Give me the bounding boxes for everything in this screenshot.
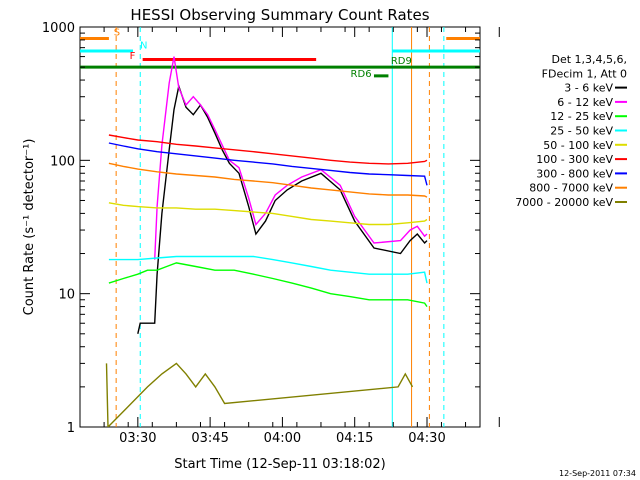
legend-label: 7000 - 20000 keV (515, 196, 613, 209)
series-line (108, 262, 428, 307)
series-line (154, 56, 428, 260)
attenuator-flags: S NF RD9 RD6 (80, 27, 480, 427)
flag-label: S (114, 28, 120, 39)
series-group (105, 56, 428, 427)
y-tick-label: 1 (67, 421, 75, 436)
legend-label: 3 - 6 keV (564, 82, 613, 95)
legend-label: 6 - 12 keV (557, 96, 613, 109)
plot-frame (79, 26, 481, 428)
series-line (108, 255, 428, 284)
legend: Det 1,3,4,5,6,FDecim 1, Att 0 3 - 6 keV6 … (515, 53, 627, 209)
flag-label: F (130, 51, 136, 62)
legend-label: 800 - 7000 keV (529, 182, 613, 195)
x-axis-label: Start Time (12-Sep-11 03:18:02) (174, 457, 385, 472)
series-line (108, 162, 428, 198)
series-line (108, 142, 428, 186)
axes: 1 10 100 1000 03:30 03:45 04:00 04:15 04:30 (42, 21, 500, 446)
x-tick-label: 04:00 (264, 431, 301, 446)
x-tick-label: 03:30 (119, 431, 156, 446)
legend-label: 25 - 50 keV (550, 125, 613, 138)
series-line (137, 83, 428, 334)
x-tick-label: 04:30 (408, 431, 445, 446)
legend-label: 12 - 25 keV (550, 110, 613, 123)
y-tick-label: 10 (58, 288, 75, 303)
y-tick-label: 100 (50, 154, 75, 169)
legend-label: 100 - 300 keV (536, 153, 613, 166)
legend-label: 50 - 100 keV (543, 139, 613, 152)
timestamp: 12-Sep-2011 07:34 (559, 469, 636, 478)
flag-label: RD6 (351, 69, 372, 80)
flag-label: RD9 (391, 56, 412, 67)
legend-label: 300 - 800 keV (536, 167, 613, 180)
x-tick-label: 04:15 (336, 431, 373, 446)
series-line (108, 134, 428, 165)
y-tick-label: 1000 (42, 21, 75, 36)
legend-header: FDecim 1, Att 0 (542, 67, 627, 80)
flag-label: N (140, 40, 147, 51)
y-axis-label: Count Rate (s⁻¹ detector⁻¹) (22, 139, 37, 316)
series-line (105, 362, 414, 427)
chart-title: HESSI Observing Summary Count Rates (130, 6, 429, 24)
x-tick-label: 03:45 (191, 431, 228, 446)
legend-header: Det 1,3,4,5,6, (551, 53, 627, 66)
series-line (108, 202, 428, 226)
